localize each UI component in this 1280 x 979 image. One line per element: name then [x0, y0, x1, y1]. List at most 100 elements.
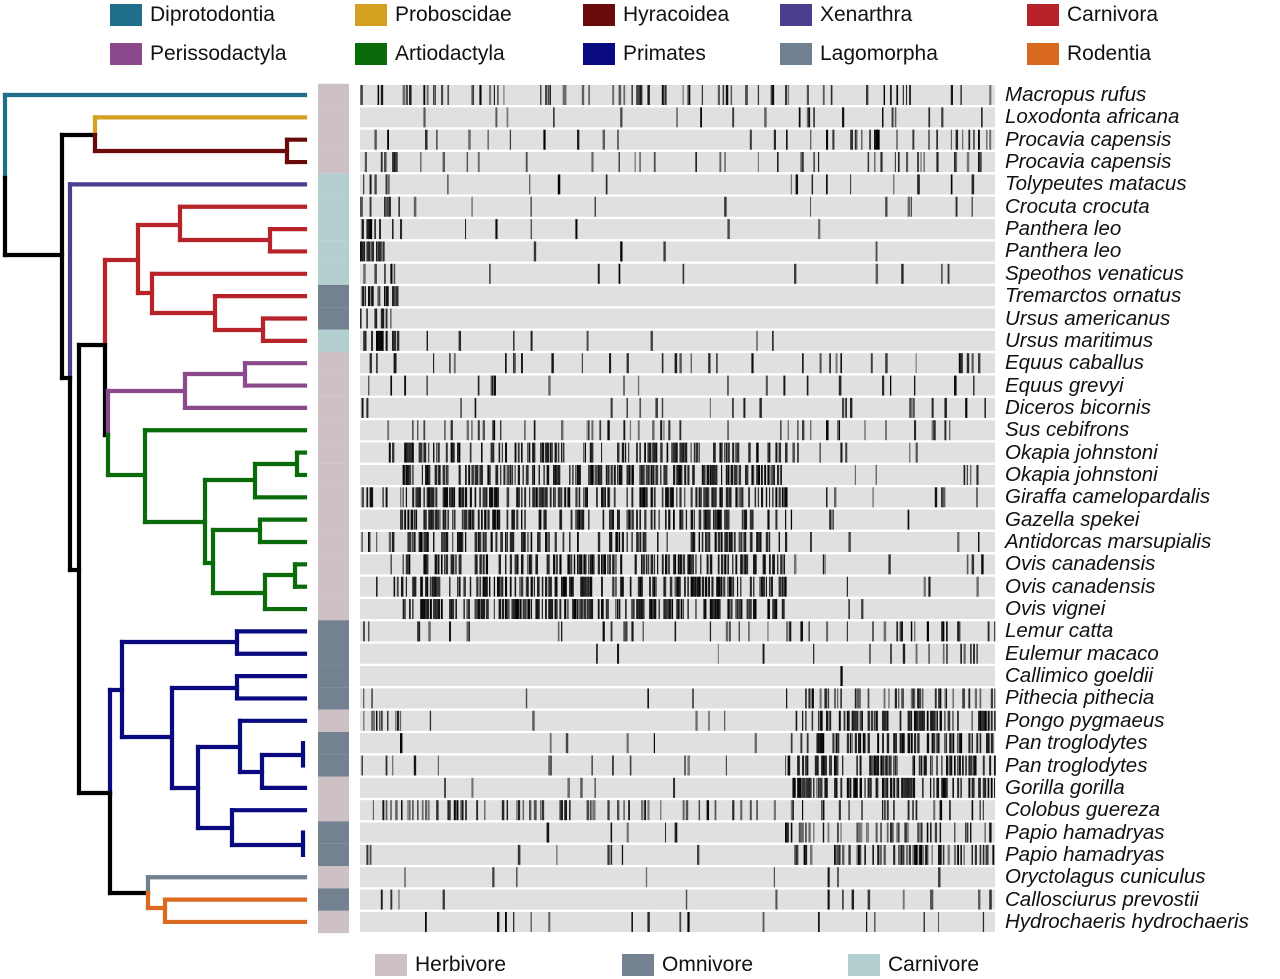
barcode-row: [360, 219, 995, 240]
barcode-bar: [827, 889, 830, 910]
barcode-bar: [826, 487, 828, 508]
barcode-bar: [412, 442, 414, 463]
barcode-bar: [810, 777, 812, 798]
barcode-bar: [663, 464, 666, 485]
barcode-bar: [772, 599, 775, 620]
barcode-bar: [407, 442, 410, 463]
barcode-bar: [452, 554, 455, 575]
barcode-bar: [738, 621, 740, 642]
barcode-bar: [693, 442, 695, 463]
barcode-bar: [708, 532, 711, 552]
barcode-bar: [917, 710, 919, 731]
barcode-bar: [963, 464, 966, 485]
barcode-bar: [679, 599, 681, 620]
barcode-bar: [719, 532, 721, 552]
barcode-bar: [423, 85, 426, 105]
barcode-bar: [425, 129, 428, 150]
species-label: Tolypeutes matacus: [1005, 172, 1187, 196]
barcode-bar: [939, 844, 942, 865]
barcode-bar: [522, 464, 524, 485]
barcode-bar: [418, 442, 421, 463]
barcode-bar: [854, 733, 857, 754]
barcode-bar: [589, 554, 592, 575]
barcode-bar: [490, 487, 494, 508]
barcode-bar: [942, 643, 945, 664]
barcode-bar: [374, 263, 377, 284]
barcode-bar: [915, 353, 917, 374]
barcode-bar: [409, 599, 411, 620]
barcode-bar: [907, 196, 911, 217]
barcode-bar: [653, 487, 656, 508]
barcode-bar: [644, 487, 646, 508]
barcode-bar: [821, 755, 823, 776]
barcode-bar: [549, 442, 552, 463]
barcode-bar: [861, 822, 863, 843]
barcode-bar: [425, 532, 427, 552]
barcode-bar: [477, 509, 480, 530]
barcode-bar: [444, 554, 446, 575]
barcode-bar: [634, 554, 637, 575]
barcode-bar: [580, 599, 583, 620]
barcode-bar: [533, 420, 536, 441]
barcode-bar: [564, 85, 567, 105]
barcode-bar: [538, 487, 541, 508]
barcode-bar: [830, 85, 833, 105]
legend-swatch: [375, 954, 407, 976]
legend-item-carnivora: Carnivora: [1027, 2, 1158, 28]
barcode-bar: [533, 800, 536, 821]
barcode-bar: [963, 643, 966, 664]
barcode-bar: [829, 353, 831, 374]
barcode-bar: [601, 464, 603, 485]
barcode-bar: [888, 688, 890, 709]
barcode-bar: [492, 375, 494, 396]
barcode-bar: [583, 554, 586, 575]
barcode-bar: [800, 621, 803, 642]
barcode-bar: [989, 129, 992, 150]
barcode-bar: [413, 509, 416, 530]
barcode-bar: [396, 710, 400, 731]
barcode-bar: [481, 464, 483, 485]
barcode-bar: [899, 844, 902, 865]
barcode-bar: [856, 710, 859, 731]
barcode-bar: [952, 733, 955, 754]
barcode-bar: [721, 554, 724, 575]
species-label: Speothos venaticus: [1005, 261, 1184, 285]
legend-label: Omnivore: [662, 953, 754, 976]
barcode-bar: [601, 487, 604, 508]
barcode-bar: [949, 420, 951, 441]
barcode-bar: [669, 599, 671, 620]
barcode-bar: [866, 911, 868, 932]
barcode-bar: [700, 554, 702, 575]
barcode-bar: [938, 688, 941, 709]
barcode-bar: [433, 599, 436, 620]
barcode-bar: [772, 487, 774, 508]
barcode-bar: [850, 777, 852, 798]
barcode-bar: [503, 85, 505, 105]
legend-label: Artiodactyla: [395, 42, 505, 65]
barcode-bar: [764, 464, 767, 485]
barcode-bar: [513, 599, 515, 620]
barcode-bar: [832, 509, 834, 530]
barcode-bar: [559, 599, 562, 620]
barcode-bar: [525, 576, 529, 597]
barcode-bar: [388, 442, 391, 463]
barcode-bar: [426, 576, 429, 597]
barcode-bar: [455, 554, 457, 575]
barcode-bar: [858, 844, 861, 865]
barcode-bar: [669, 487, 672, 508]
barcode-bar: [875, 822, 878, 843]
barcode-bar: [886, 710, 889, 731]
barcode-bar: [689, 554, 691, 575]
barcode-bar: [583, 487, 585, 508]
barcode-bar: [546, 442, 550, 463]
species-label: Diceros bicornis: [1005, 395, 1151, 419]
barcode-bar: [842, 844, 845, 865]
diet-cell: [318, 709, 349, 732]
barcode-bar: [575, 464, 577, 485]
barcode-bar: [875, 755, 878, 776]
barcode-bar: [513, 353, 515, 374]
barcode-bar: [772, 85, 775, 105]
barcode-background: [360, 710, 995, 731]
barcode-background: [360, 554, 995, 575]
barcode-bar: [360, 85, 363, 105]
